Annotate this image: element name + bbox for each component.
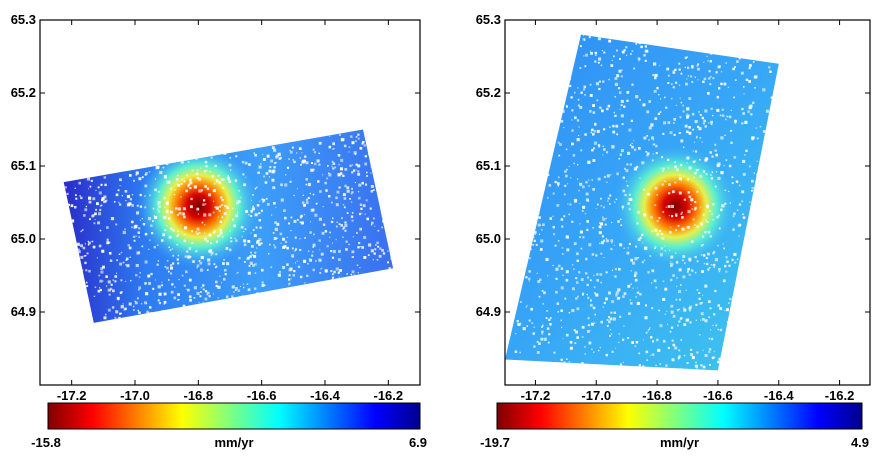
x-tick-label: -16.4 — [310, 388, 340, 403]
x-tick-label: -17.2 — [521, 388, 551, 403]
y-tick-label: 65.0 — [11, 231, 36, 246]
x-tick-label: -17.0 — [581, 388, 611, 403]
x-tick-label: -16.8 — [184, 388, 214, 403]
x-tick-label: -17.2 — [57, 388, 87, 403]
x-tick-label: -16.2 — [825, 388, 855, 403]
y-tick-label: 65.1 — [476, 158, 501, 173]
colorbar-unit-label: mm/yr — [660, 435, 699, 450]
colorbar — [496, 402, 863, 430]
x-tick-label: -16.6 — [247, 388, 277, 403]
x-tick-label: -16.4 — [764, 388, 794, 403]
y-tick-label: 65.3 — [476, 12, 501, 27]
y-tick-label: 64.9 — [476, 304, 501, 319]
map-panel-2: 65.3 65.2 65.1 65.0 64.9 -17.2 -17.0 -16.8 -16.6… — [476, 12, 871, 450]
y-tick-label: 65.1 — [11, 158, 36, 173]
y-tick-label: 64.9 — [11, 304, 36, 319]
x-tick-label: -16.2 — [374, 388, 404, 403]
colorbar-max-label: 4.9 — [851, 435, 869, 450]
colorbar-unit-label: mm/yr — [214, 435, 253, 450]
axes-frame — [504, 19, 871, 386]
x-tick-label: -16.8 — [642, 388, 672, 403]
map-panel-1: 65.3 65.2 65.1 65.0 64.9 -17.2 -17.0 -16.8 -16.6… — [11, 12, 427, 450]
x-tick-label: -16.6 — [703, 388, 733, 403]
deformation-anomaly — [136, 144, 261, 269]
colorbar — [47, 402, 421, 430]
y-tick-label: 65.3 — [11, 12, 36, 27]
colorbar-max-label: 6.9 — [409, 435, 427, 450]
x-tick-label: -17.0 — [120, 388, 150, 403]
axes-frame — [39, 19, 421, 386]
colorbar-min-label: -19.7 — [480, 435, 510, 450]
y-tick-label: 65.2 — [476, 85, 501, 100]
y-tick-label: 65.0 — [476, 231, 501, 246]
colorbar-min-label: -15.8 — [31, 435, 61, 450]
y-tick-label: 65.2 — [11, 85, 36, 100]
